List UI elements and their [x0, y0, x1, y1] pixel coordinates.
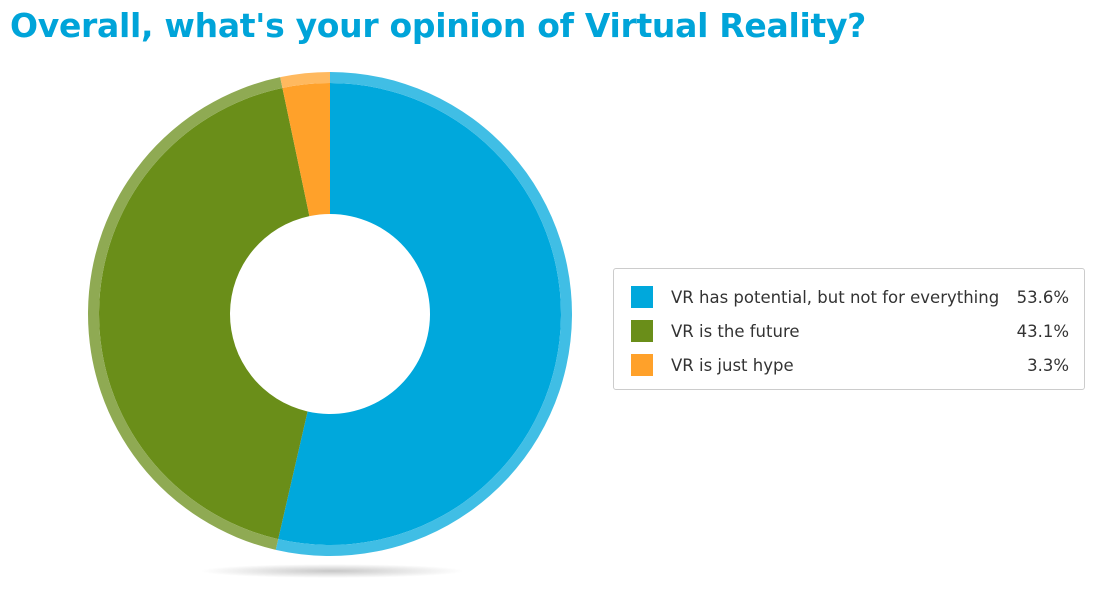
pie-slice-2[interactable] — [98, 87, 310, 540]
chart-title: Overall, what's your opinion of Virtual … — [10, 6, 867, 45]
legend-label: VR is the future — [671, 322, 800, 341]
legend-label: VR is just hype — [671, 356, 794, 375]
legend-value: 3.3% — [1027, 356, 1069, 375]
legend-swatch — [631, 286, 653, 308]
pie-slice-1[interactable] — [278, 83, 561, 545]
chart-shadow — [200, 564, 464, 578]
legend-item[interactable]: VR is the future 43.1% — [614, 320, 1084, 344]
chart-legend: VR has potential, but not for everything… — [613, 268, 1085, 390]
legend-item[interactable]: VR is just hype 3.3% — [614, 354, 1084, 378]
legend-item[interactable]: VR has potential, but not for everything… — [614, 286, 1084, 310]
legend-value: 43.1% — [1016, 322, 1069, 341]
legend-swatch — [631, 354, 653, 376]
pie-slice-rim-3 — [280, 72, 330, 88]
legend-value: 53.6% — [1016, 288, 1069, 307]
pie-slice-3[interactable] — [282, 83, 330, 217]
legend-label: VR has potential, but not for everything — [671, 288, 1000, 307]
legend-swatch — [631, 320, 653, 342]
